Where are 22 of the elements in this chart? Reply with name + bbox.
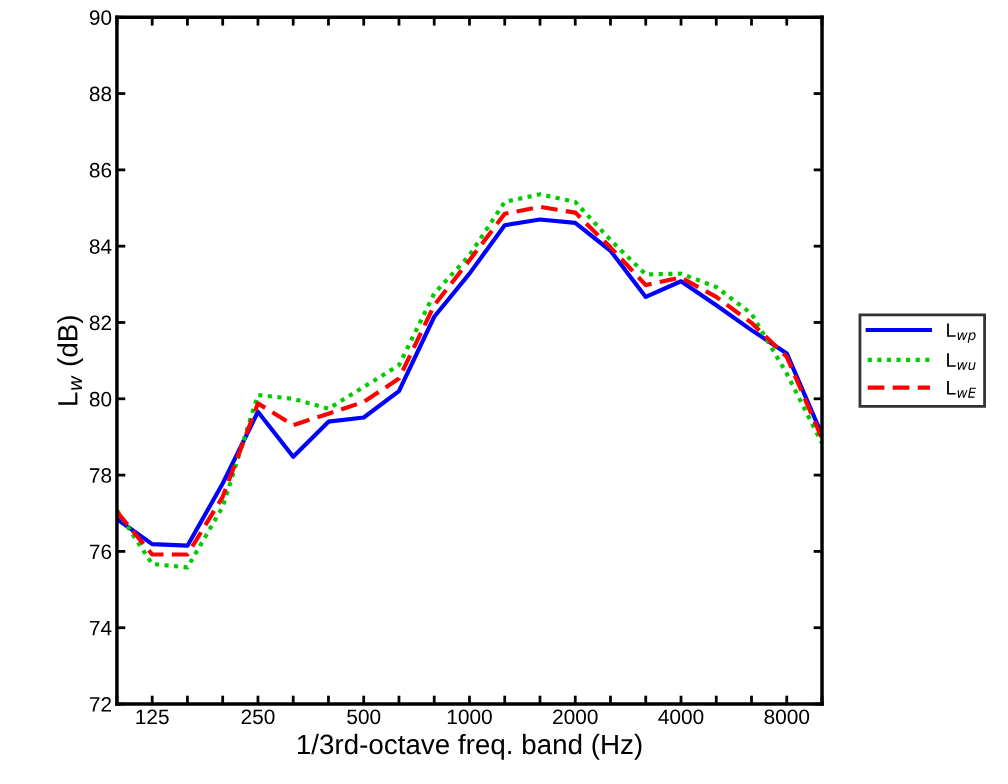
x-tick-label: 500: [347, 709, 381, 725]
x-tick-label: 8000: [764, 709, 810, 725]
y-tick-label: 90: [89, 10, 112, 25]
y-axis-title: L$_{w}$ (dB): [57, 316, 84, 405]
x-tick-label: 125: [136, 709, 169, 725]
legend-label: L$_{wp}$: [947, 323, 976, 343]
legend-label: L$_{wu}$: [947, 353, 976, 371]
y-tick-label: 78: [89, 468, 112, 483]
x-tick-label: 4000: [658, 709, 704, 725]
y-tick-label: 86: [89, 162, 112, 178]
y-tick-label: 76: [89, 544, 112, 560]
x-axis-title: 1/3rd-octave freq. band (Hz): [297, 733, 642, 760]
y-tick-label: 72: [89, 697, 112, 712]
x-tick-label: 1000: [447, 709, 492, 725]
legend-label: L$_{wE}$: [947, 381, 977, 398]
y-tick-label: 88: [89, 86, 112, 102]
y-tick-label: 84: [89, 239, 112, 254]
x-tick-label: 2000: [553, 709, 598, 725]
y-tick-label: 82: [89, 315, 112, 331]
y-tick-label: 74: [89, 620, 112, 636]
x-tick-label: 250: [241, 709, 275, 725]
y-tick-label: 80: [89, 391, 112, 407]
